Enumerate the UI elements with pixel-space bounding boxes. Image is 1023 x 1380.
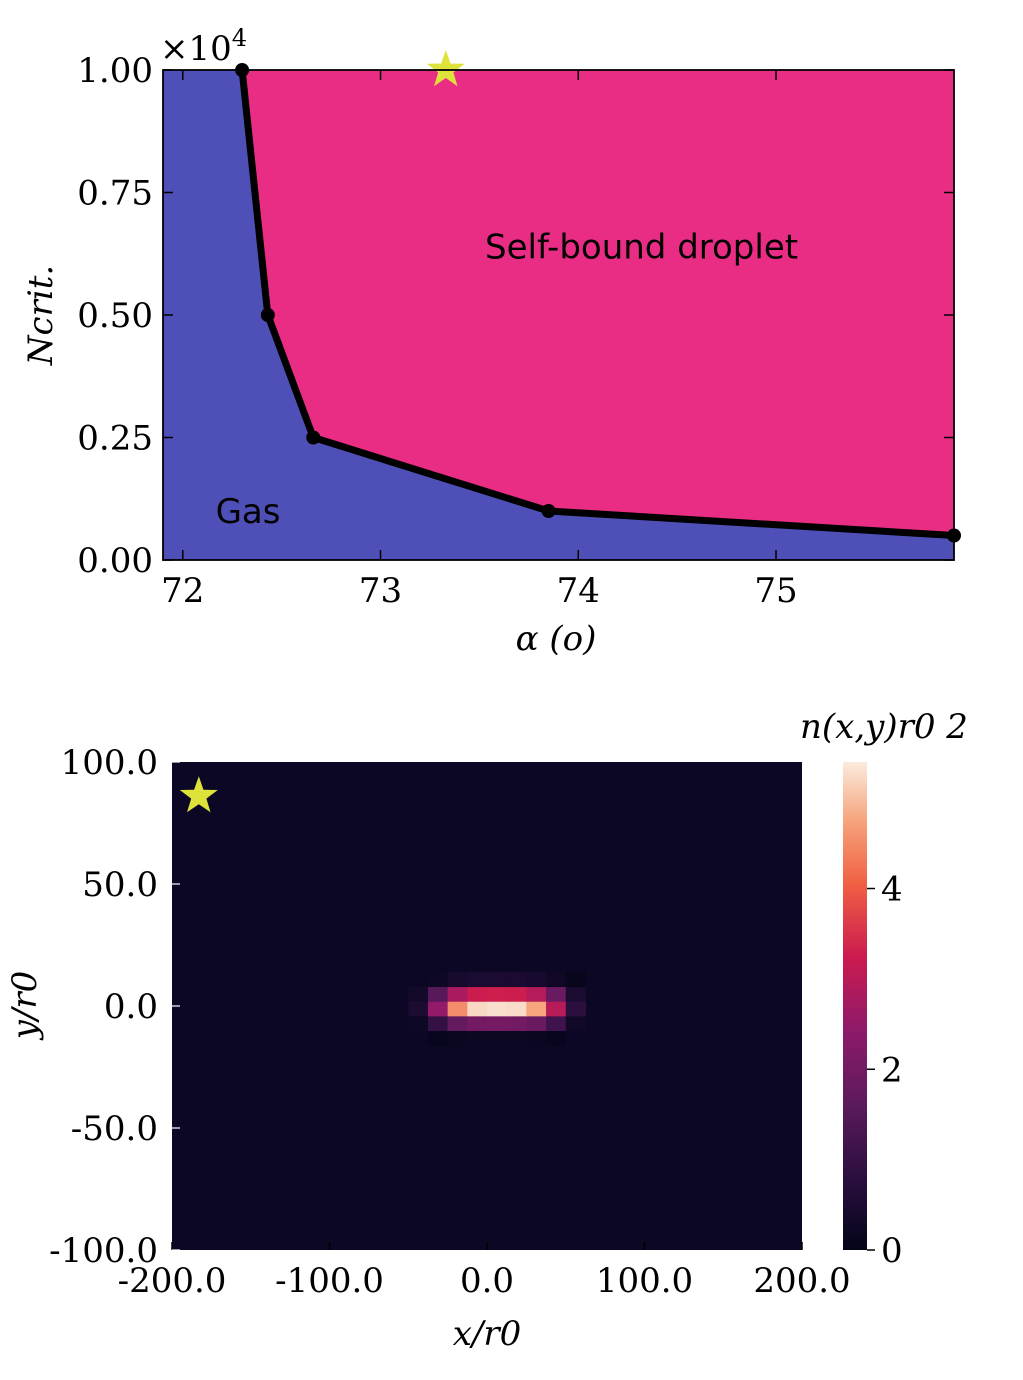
heatmap-cell: [447, 1030, 468, 1046]
y-tick-label: 1.00: [77, 51, 153, 91]
heatmap-cell: [506, 971, 527, 988]
y-tick-label: 0.50: [77, 296, 153, 336]
boundary-point-1: [260, 308, 275, 322]
heatmap-cell: [427, 1001, 449, 1017]
heatmap-cell: [487, 986, 508, 1002]
heatmap-cell: [487, 1001, 508, 1017]
boundary-point-2: [306, 430, 321, 445]
heatmap-x-tick-label: 200.0: [753, 1261, 850, 1301]
heatmap-cell: [408, 1001, 429, 1017]
heatmap-cell: [447, 1001, 468, 1017]
heatmap-y-tick-label: -50.0: [71, 1109, 158, 1149]
heatmap-y-tick-label: -100.0: [49, 1231, 158, 1271]
heatmap-cell: [546, 1015, 567, 1031]
heatmap-cell: [487, 1030, 508, 1046]
heatmap-cell: [506, 986, 527, 1002]
colorbar-tick-label: 4: [881, 870, 903, 910]
boundary-point-3: [541, 504, 556, 518]
heatmap-cell: [546, 1001, 567, 1017]
heatmap-cell: [487, 1015, 508, 1031]
heatmap-cell: [565, 1015, 587, 1031]
heatmap-cell: [526, 971, 547, 988]
heatmap-x-axis-label: x/r0: [453, 1314, 522, 1354]
phase-regions: Gas Self-bound droplet: [163, 50, 961, 560]
heatmap-cell: [427, 971, 449, 988]
heatmap-cell: [447, 1015, 468, 1031]
x-tick-label: 73: [359, 571, 402, 611]
phase-plot-frame: [162, 69, 955, 561]
heatmap-cell: [427, 986, 449, 1002]
density-heatmap-panel: -200.0 -100.0 0.0 100.0 200.0-100.0-50.00.05…: [5, 707, 968, 1354]
heatmap-tick-labels: -200.0 -100.0 0.0 100.0 200.0-100.0-50.00.05…: [49, 743, 851, 1301]
droplet-region: [242, 70, 955, 536]
heatmap-cell: [427, 1015, 449, 1031]
colorbar-ticks: 0 2 4: [867, 870, 903, 1271]
phase-star-marker: [426, 50, 465, 87]
heatmap-x-tick-label: 100.0: [596, 1261, 693, 1301]
heatmap-cell: [506, 1030, 527, 1046]
heatmap-cell: [565, 971, 587, 988]
heatmap-y-axis-label: y/r0: [5, 971, 45, 1042]
colorbar-label: n(x,y)r0 2: [800, 707, 968, 747]
colorbar-tick-label: 2: [881, 1050, 903, 1090]
heatmap-cell: [526, 986, 547, 1002]
heatmap-cell: [467, 1030, 488, 1046]
phase-diagram-panel: Gas Self-bound droplet 72 73 74 75 0.00 0.25 0.…: [21, 24, 961, 659]
gas-label: Gas: [216, 492, 281, 532]
heatmap-cell: [506, 1015, 527, 1031]
heatmap-cell: [467, 1015, 488, 1031]
heatmap-cell: [526, 1001, 547, 1017]
heatmap-cell: [526, 1030, 547, 1046]
heatmap-cell: [546, 971, 567, 988]
x-tick-label: 74: [557, 571, 600, 611]
heatmap-star-marker: [179, 776, 218, 813]
heatmap-cell: [467, 971, 488, 988]
phase-x-axis-label: α (o): [516, 619, 597, 659]
heatmap-cell: [467, 986, 488, 1002]
heatmap-cell: [565, 986, 587, 1002]
heatmap-y-tick-label: 50.0: [82, 865, 158, 905]
heatmap-cell: [565, 1001, 587, 1017]
heatmap-x-tick-label: 0.0: [460, 1261, 514, 1301]
heatmap-cell: [487, 971, 508, 988]
heatmap-x-tick-label: -100.0: [275, 1261, 384, 1301]
heatmap-cell: [546, 1030, 567, 1046]
y-tick-label: 0.25: [77, 419, 153, 459]
heatmap-y-tick-label: 100.0: [61, 743, 158, 783]
heatmap-x-tick-label: -200.0: [118, 1261, 227, 1301]
colorbar: [843, 762, 867, 1250]
heatmap-cells: [179, 776, 587, 1046]
heatmap-cell: [447, 971, 468, 988]
colorbar-tick-label: 0: [881, 1231, 903, 1271]
x-tick-label: 75: [754, 571, 797, 611]
heatmap-y-tick-label: 0.0: [104, 987, 158, 1027]
heatmap-cell: [526, 1015, 547, 1031]
heatmap-cell: [447, 986, 468, 1002]
heatmap-axis-ticks: [171, 761, 803, 1251]
y-tick-label: 0.00: [77, 541, 153, 581]
phase-y-axis-label: Ncrit.: [21, 265, 61, 366]
heatmap-cell: [408, 1015, 429, 1031]
y-multiplier-label: ×104: [160, 24, 247, 69]
droplet-label: Self-bound droplet: [485, 227, 798, 267]
x-tick-label: 72: [161, 571, 204, 611]
heatmap-cell: [408, 986, 429, 1002]
y-tick-label: 0.75: [77, 174, 153, 214]
top-tick-labels: 72 73 74 75 0.00 0.25 0.50 0.75 1.00: [77, 51, 797, 611]
heatmap-cell: [546, 986, 567, 1002]
heatmap-cell: [506, 1001, 527, 1017]
heatmap-cell: [427, 1030, 449, 1046]
heatmap-cell: [467, 1001, 488, 1017]
